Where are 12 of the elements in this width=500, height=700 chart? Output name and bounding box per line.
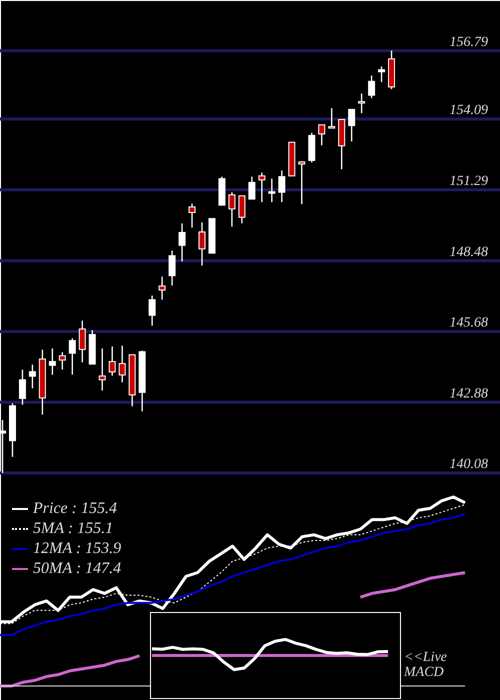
legend-label: 5MA : 155.1 xyxy=(33,520,114,538)
annotation: <<Live MACD xyxy=(404,650,448,680)
y-tick-label: 151.29 xyxy=(450,174,488,189)
legend-label: Price : 155.4 xyxy=(33,500,117,518)
legend-label: 50MA : 147.4 xyxy=(33,560,122,578)
y-tick-label: 142.88 xyxy=(450,386,488,402)
y-tick-label: 145.68 xyxy=(450,316,488,331)
y-tick-label: 148.48 xyxy=(450,244,488,260)
y-tick-label: 140.08 xyxy=(450,457,488,472)
y-tick-label: 156.79 xyxy=(450,34,488,50)
legend-label: 12MA : 153.9 xyxy=(33,540,122,558)
y-tick-label: 154.09 xyxy=(450,103,488,118)
